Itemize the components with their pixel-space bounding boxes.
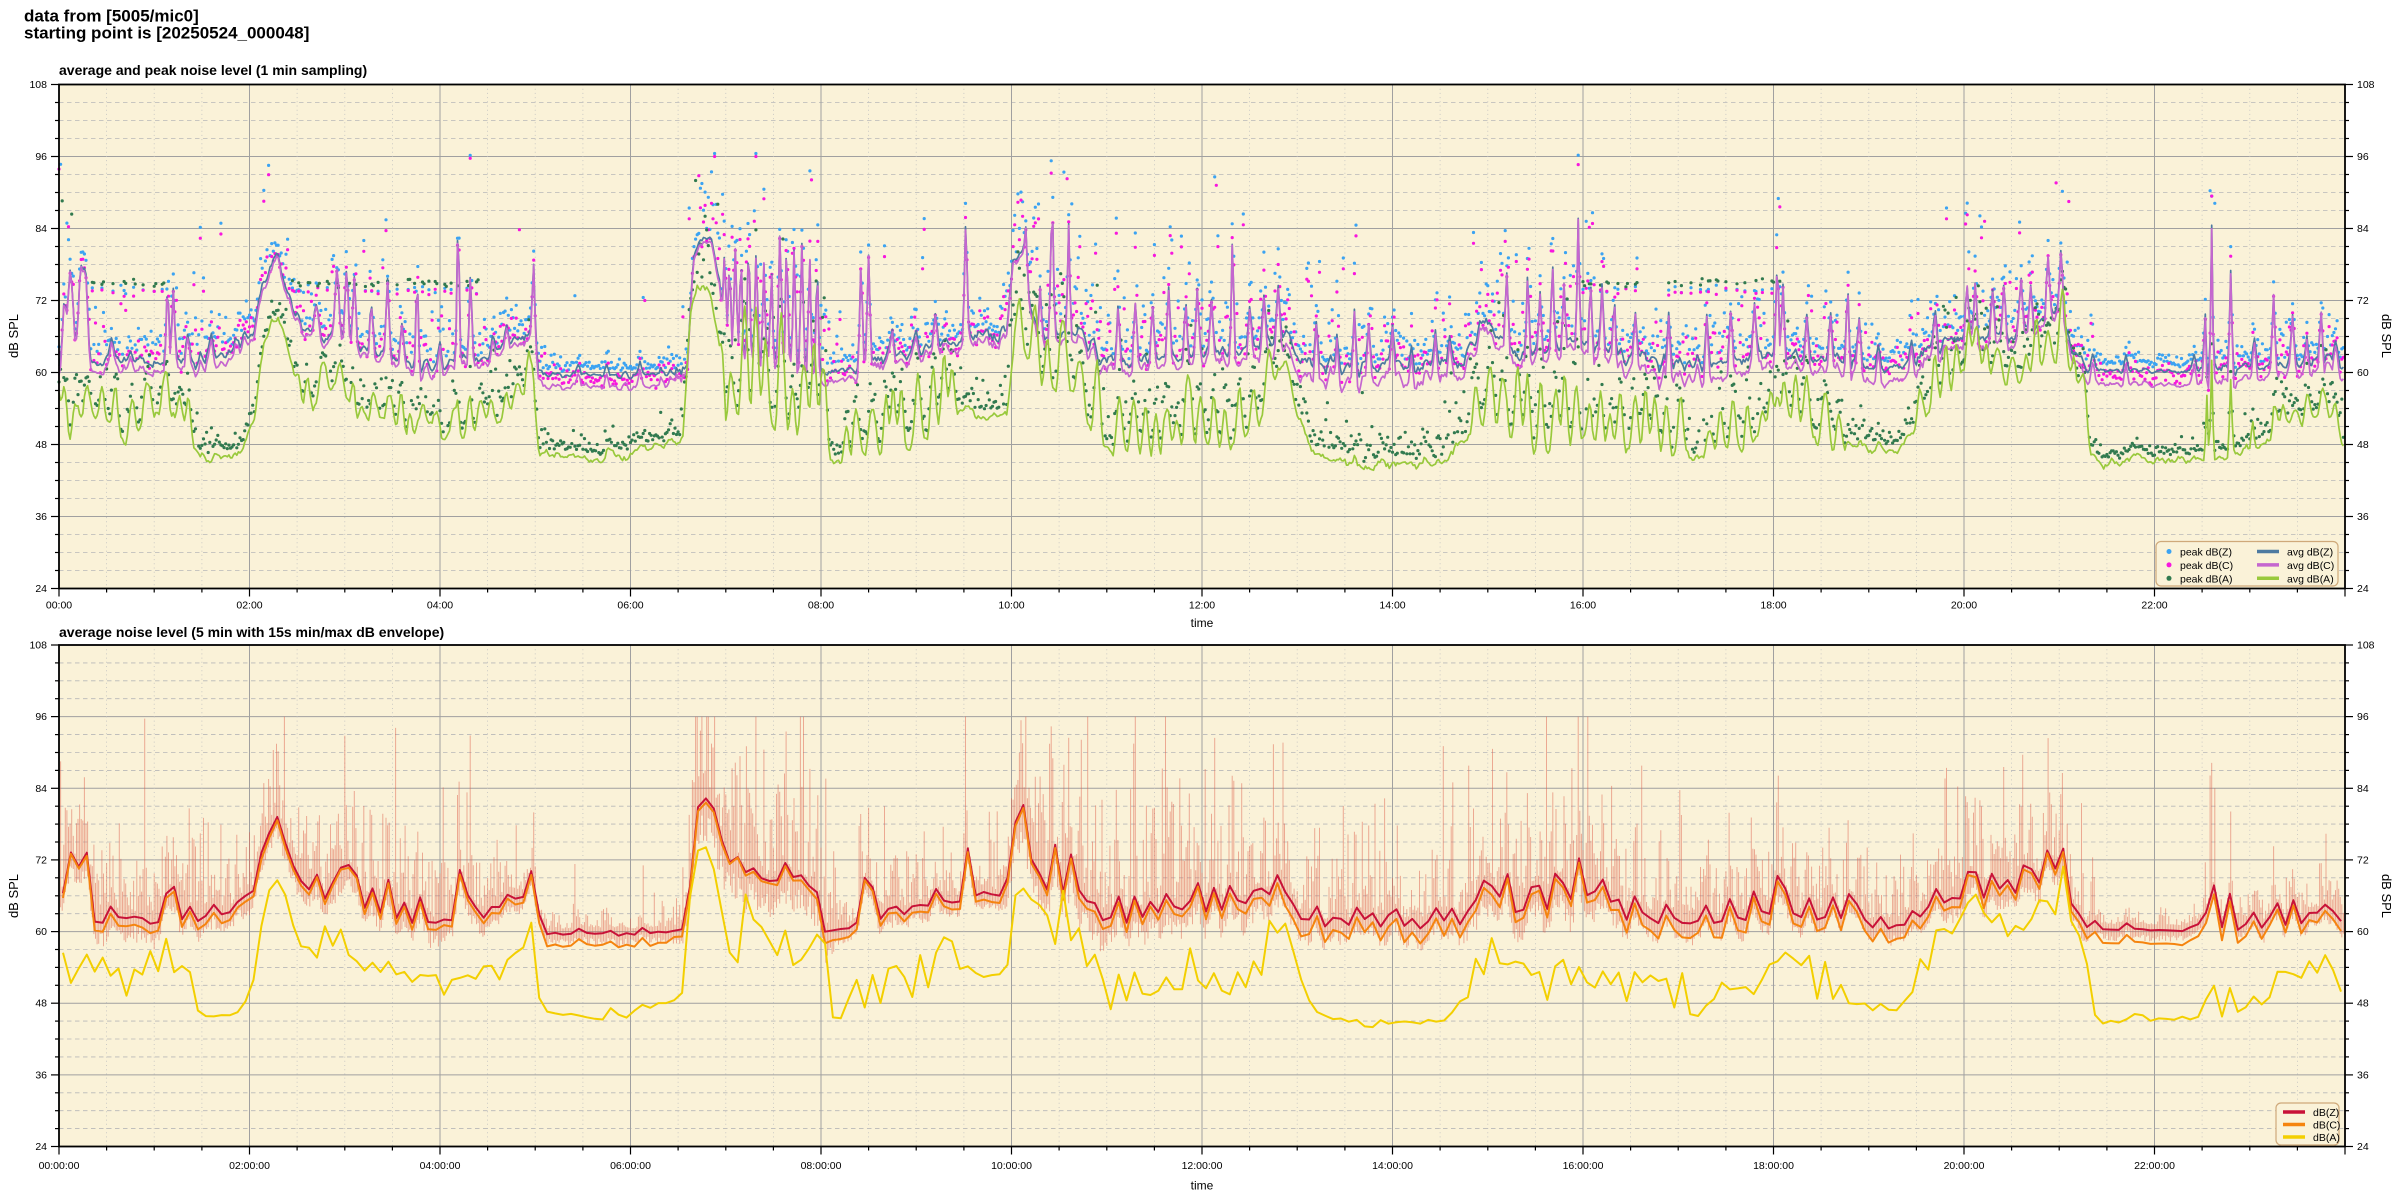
svg-text:04:00:00: 04:00:00	[420, 1160, 461, 1172]
svg-text:starting point is [20250524_00: starting point is [20250524_000048]	[24, 24, 309, 43]
svg-text:08:00:00: 08:00:00	[801, 1160, 842, 1172]
svg-text:avg dB(C): avg dB(C)	[2287, 560, 2334, 572]
svg-text:dB SPL: dB SPL	[6, 874, 21, 918]
svg-text:avg dB(A): avg dB(A)	[2287, 573, 2334, 585]
svg-text:00:00:00: 00:00:00	[39, 1160, 80, 1172]
svg-text:10:00: 10:00	[998, 600, 1024, 612]
svg-text:96: 96	[2357, 151, 2369, 163]
svg-text:00:00: 00:00	[46, 600, 72, 612]
svg-text:84: 84	[35, 223, 47, 235]
svg-text:72: 72	[2357, 854, 2369, 866]
svg-text:dB(A): dB(A)	[2313, 1132, 2340, 1144]
svg-text:24: 24	[2357, 1141, 2369, 1153]
svg-text:48: 48	[2357, 998, 2369, 1010]
svg-text:14:00: 14:00	[1379, 600, 1405, 612]
svg-text:20:00:00: 20:00:00	[1944, 1160, 1985, 1172]
svg-text:dB(C): dB(C)	[2313, 1120, 2340, 1132]
svg-text:dB SPL: dB SPL	[2379, 874, 2394, 918]
svg-text:06:00:00: 06:00:00	[610, 1160, 651, 1172]
svg-text:18:00:00: 18:00:00	[1753, 1160, 1794, 1172]
svg-text:22:00:00: 22:00:00	[2134, 1160, 2175, 1172]
svg-text:36: 36	[35, 1069, 47, 1081]
svg-text:36: 36	[2357, 511, 2369, 523]
svg-text:peak dB(A): peak dB(A)	[2180, 573, 2233, 585]
svg-text:04:00: 04:00	[427, 600, 453, 612]
svg-text:24: 24	[2357, 583, 2369, 595]
svg-text:24: 24	[35, 1141, 47, 1153]
svg-text:time: time	[1191, 1179, 1214, 1193]
svg-text:12:00:00: 12:00:00	[1182, 1160, 1223, 1172]
svg-text:60: 60	[35, 367, 47, 379]
svg-text:14:00:00: 14:00:00	[1372, 1160, 1413, 1172]
svg-text:84: 84	[2357, 783, 2369, 795]
svg-text:10:00:00: 10:00:00	[991, 1160, 1032, 1172]
svg-text:108: 108	[2357, 79, 2375, 91]
svg-text:06:00: 06:00	[617, 600, 643, 612]
svg-text:96: 96	[35, 711, 47, 723]
svg-text:48: 48	[35, 998, 47, 1010]
svg-text:72: 72	[2357, 295, 2369, 307]
svg-text:96: 96	[2357, 711, 2369, 723]
svg-text:average noise level (5 min wit: average noise level (5 min with 15s min/…	[59, 624, 444, 640]
svg-text:48: 48	[2357, 439, 2369, 451]
svg-text:peak dB(Z): peak dB(Z)	[2180, 547, 2232, 559]
svg-text:108: 108	[29, 640, 47, 652]
svg-text:22:00: 22:00	[2141, 600, 2167, 612]
svg-text:24: 24	[35, 583, 47, 595]
svg-text:dB SPL: dB SPL	[2379, 314, 2394, 358]
svg-text:dB(Z): dB(Z)	[2313, 1107, 2339, 1119]
svg-text:108: 108	[2357, 640, 2375, 652]
svg-text:20:00: 20:00	[1951, 600, 1977, 612]
svg-text:16:00:00: 16:00:00	[1563, 1160, 1604, 1172]
svg-text:36: 36	[2357, 1069, 2369, 1081]
svg-text:84: 84	[2357, 223, 2369, 235]
svg-text:36: 36	[35, 511, 47, 523]
svg-text:time: time	[1191, 616, 1214, 630]
svg-text:72: 72	[35, 854, 47, 866]
svg-text:48: 48	[35, 439, 47, 451]
svg-text:02:00:00: 02:00:00	[229, 1160, 270, 1172]
svg-text:data from [5005/mic0]: data from [5005/mic0]	[24, 7, 199, 26]
svg-text:108: 108	[29, 79, 47, 91]
svg-text:84: 84	[35, 783, 47, 795]
svg-text:avg dB(Z): avg dB(Z)	[2287, 547, 2333, 559]
svg-text:60: 60	[2357, 926, 2369, 938]
svg-text:72: 72	[35, 295, 47, 307]
svg-text:average and peak noise level (: average and peak noise level (1 min samp…	[59, 62, 367, 78]
svg-text:60: 60	[35, 926, 47, 938]
svg-text:peak dB(C): peak dB(C)	[2180, 560, 2233, 572]
svg-text:dB SPL: dB SPL	[6, 314, 21, 358]
svg-text:96: 96	[35, 151, 47, 163]
svg-text:18:00: 18:00	[1760, 600, 1786, 612]
svg-text:60: 60	[2357, 367, 2369, 379]
svg-text:12:00: 12:00	[1189, 600, 1215, 612]
svg-text:08:00: 08:00	[808, 600, 834, 612]
svg-text:02:00: 02:00	[236, 600, 262, 612]
svg-text:16:00: 16:00	[1570, 600, 1596, 612]
